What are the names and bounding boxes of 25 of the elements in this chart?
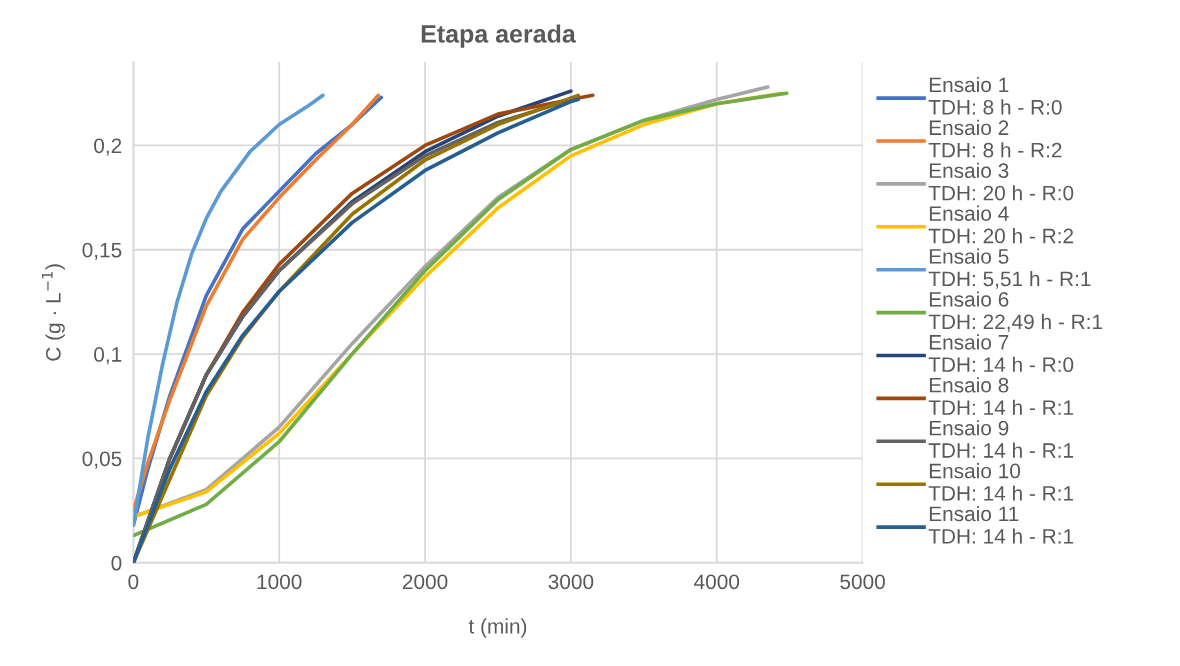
legend-label: Ensaio 10 TDH: 14 h - R:1 xyxy=(928,463,1074,501)
x-tick-label: 2000 xyxy=(402,574,448,590)
y-tick-label: 0,05 xyxy=(82,451,122,469)
legend-label: Ensaio 1 TDH: 8 h - R:0 xyxy=(928,76,1062,115)
y-tick-label: 0 xyxy=(111,555,122,571)
legend-label: Ensaio 11 TDH: 14 h - R:1 xyxy=(928,505,1074,544)
x-tick-label: 4000 xyxy=(694,574,740,590)
legend-label: Ensaio 5 TDH: 5,51 h - R:1 xyxy=(928,248,1091,289)
y-axis-title: C (g · L$^{−1}$) xyxy=(41,264,65,361)
y-tick-label: 0,15 xyxy=(82,242,122,260)
legend-label: Ensaio 4 TDH: 20 h - R:2 xyxy=(928,205,1074,244)
legend-label: Ensaio 3 TDH: 20 h - R:0 xyxy=(928,162,1074,201)
y-tick-label: 0,2 xyxy=(94,138,122,156)
x-tick-label: 3000 xyxy=(548,574,594,590)
legend-label: Ensaio 6 TDH: 22,49 h - R:1 xyxy=(928,291,1103,332)
legend-label: Ensaio 7 TDH: 14 h - R:0 xyxy=(928,334,1074,373)
legend-label: Ensaio 9 TDH: 14 h - R:1 xyxy=(928,420,1074,458)
x-axis-title: t (min) xyxy=(468,618,527,638)
x-tick-label: 1000 xyxy=(257,574,302,590)
x-tick-label: 5000 xyxy=(840,574,885,590)
legend-label: Ensaio 2 TDH: 8 h - R:2 xyxy=(928,119,1062,158)
x-tick-label: 0 xyxy=(128,574,139,590)
chart-title: Etapa aerada xyxy=(421,24,576,48)
y-tick-label: 0,1 xyxy=(94,347,122,365)
legend-label: Ensaio 8 TDH: 14 h - R:1 xyxy=(928,377,1074,415)
